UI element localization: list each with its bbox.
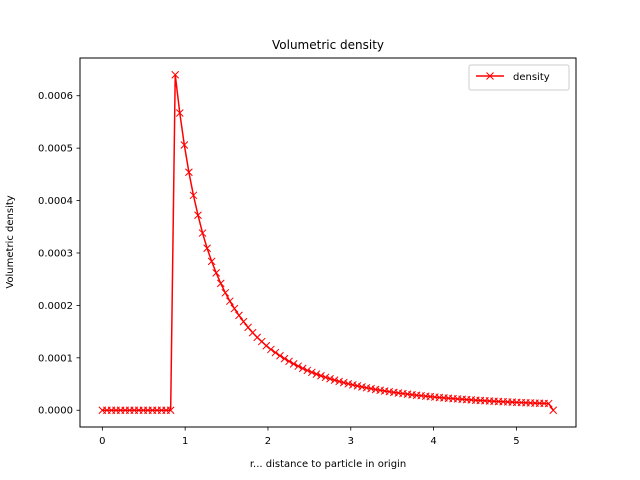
data-point-density-26 xyxy=(216,279,225,288)
y-tick-label: 0.0004 xyxy=(38,196,73,207)
data-point-density-23 xyxy=(203,244,211,253)
chart-title: Volumetric density xyxy=(272,38,384,52)
data-point-density-48 xyxy=(317,371,325,380)
data-point-density-47 xyxy=(312,370,321,378)
data-point-density-44 xyxy=(298,364,307,373)
data-point-density-28 xyxy=(226,297,234,306)
legend-frame xyxy=(468,64,570,91)
x-tick-label: 5 xyxy=(513,436,519,447)
data-point-density-46 xyxy=(307,368,316,377)
data-point-density-20 xyxy=(189,191,198,200)
data-point-density-25 xyxy=(212,269,221,277)
plot-area xyxy=(79,57,577,428)
data-point-density-18 xyxy=(180,141,189,149)
data-point-density-36 xyxy=(262,341,271,350)
data-point-density-57 xyxy=(358,382,366,391)
data-point-density-19 xyxy=(185,168,193,177)
y-tick-label: 0.0002 xyxy=(38,301,73,312)
data-point-density-27 xyxy=(221,288,230,297)
x-tick-label: 1 xyxy=(182,436,188,447)
data-point-density-31 xyxy=(239,317,248,326)
x-tick-label: 3 xyxy=(348,436,354,447)
data-point-density-16 xyxy=(171,70,180,79)
data-point-density-55 xyxy=(348,381,357,389)
series-line-density xyxy=(102,74,554,411)
y-axis-ticks: 0.0000 0.0001 0.0002 0.0003 0.0004 0.0005 0.00… xyxy=(38,91,80,417)
data-point-density-39 xyxy=(276,351,284,360)
data-point-density-59 xyxy=(367,384,375,393)
data-point-density-21 xyxy=(194,211,202,220)
data-point-density-53 xyxy=(339,378,348,387)
data-markers xyxy=(98,70,558,415)
y-tick-label: 0.0005 xyxy=(38,144,73,155)
data-point-density-40 xyxy=(280,354,289,363)
x-tick-label: 2 xyxy=(265,436,271,447)
legend-marker-cross xyxy=(486,72,494,80)
data-point-density-15 xyxy=(166,406,175,415)
data-point-density-37 xyxy=(267,345,275,354)
y-tick-label: 0.0006 xyxy=(38,91,73,102)
legend-label-density: density xyxy=(513,72,550,83)
y-axis-label: Volumetric density xyxy=(5,195,16,288)
data-point-density-56 xyxy=(353,382,362,390)
data-point-density-43 xyxy=(294,362,303,371)
data-point-density-45 xyxy=(303,366,312,375)
data-point-density-29 xyxy=(230,304,239,313)
x-tick-label: 0 xyxy=(99,436,105,447)
x-axis-ticks: 0 1 2 3 4 5 xyxy=(99,427,520,447)
data-point-density-52 xyxy=(335,377,344,386)
data-point-density-58 xyxy=(362,383,371,392)
data-point-density-42 xyxy=(289,359,298,368)
x-axis-label: r... distance to particle in origin xyxy=(250,459,406,470)
data-point-density-30 xyxy=(235,311,243,320)
x-tick-label: 4 xyxy=(430,436,436,447)
data-point-density-99 xyxy=(549,406,558,415)
axes-frame xyxy=(79,57,577,428)
data-point-density-49 xyxy=(321,373,330,382)
data-point-density-54 xyxy=(344,379,353,388)
legend-marker-density xyxy=(486,72,494,80)
data-point-density-38 xyxy=(271,348,280,357)
data-point-density-50 xyxy=(326,374,334,383)
data-point-density-51 xyxy=(330,376,339,384)
data-point-density-41 xyxy=(285,357,293,366)
y-tick-label: 0.0003 xyxy=(38,248,73,259)
data-point-density-24 xyxy=(207,257,216,266)
y-tick-label: 0.0001 xyxy=(38,353,73,364)
data-point-density-22 xyxy=(198,229,207,237)
legend: density xyxy=(468,64,570,91)
y-tick-label: 0.0000 xyxy=(38,406,73,417)
data-point-density-98 xyxy=(544,399,553,408)
data-point-density-17 xyxy=(175,109,184,117)
